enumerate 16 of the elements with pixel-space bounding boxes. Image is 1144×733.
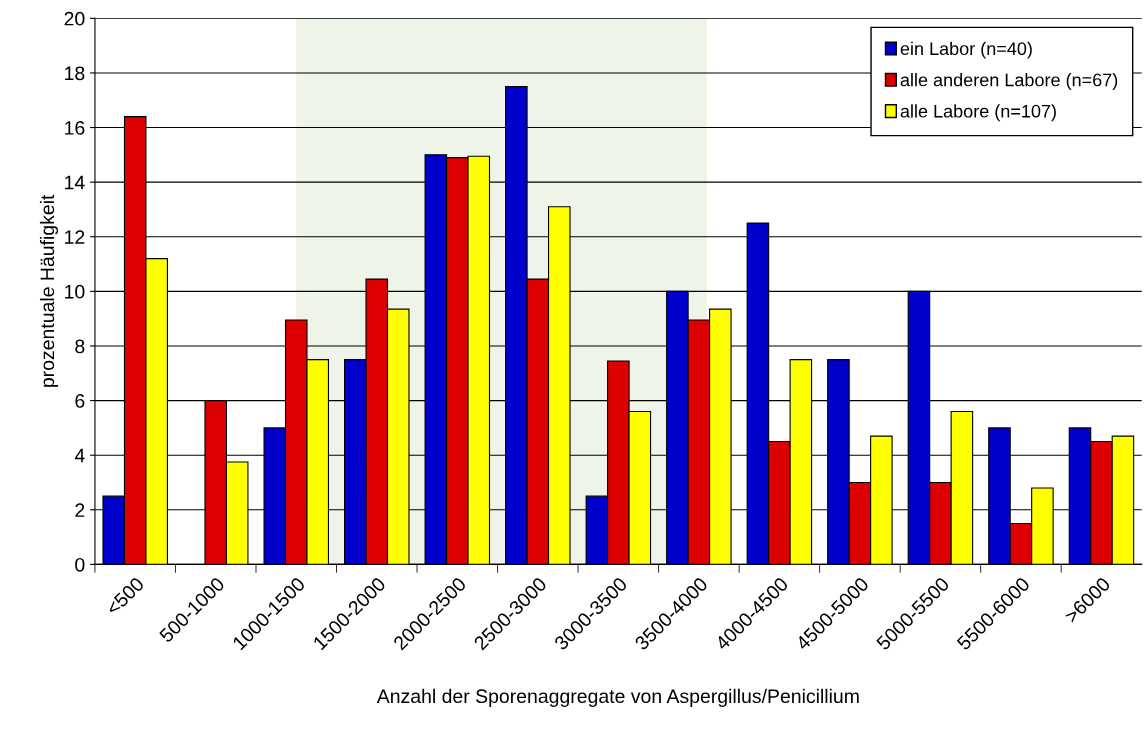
y-tick-label: 16 (65, 121, 85, 135)
y-tick-label: 8 (75, 339, 85, 354)
x-axis-title: Anzahl der Sporenaggregate von Aspergillus/Penicillium (376, 688, 859, 707)
y-tick-label: 20 (64, 11, 85, 26)
legend-label: alle Labore (n=107) (900, 104, 1056, 122)
y-tick-label: 18 (65, 66, 85, 81)
y-tick-label: 6 (75, 394, 85, 408)
y-tick-label: 12 (65, 230, 85, 244)
legend-label: ein Labor (n=40) (900, 41, 1032, 59)
legend-label: alle anderen Labore (n=67) (900, 73, 1118, 90)
y-axis-title: prozentuale Häufigkeit (39, 194, 59, 387)
y-tick-label: 14 (65, 175, 85, 190)
y-tick-label: 10 (65, 284, 85, 299)
y-tick-label: 2 (75, 503, 85, 517)
y-tick-label: 0 (75, 557, 85, 572)
y-tick-label: 4 (74, 448, 85, 463)
